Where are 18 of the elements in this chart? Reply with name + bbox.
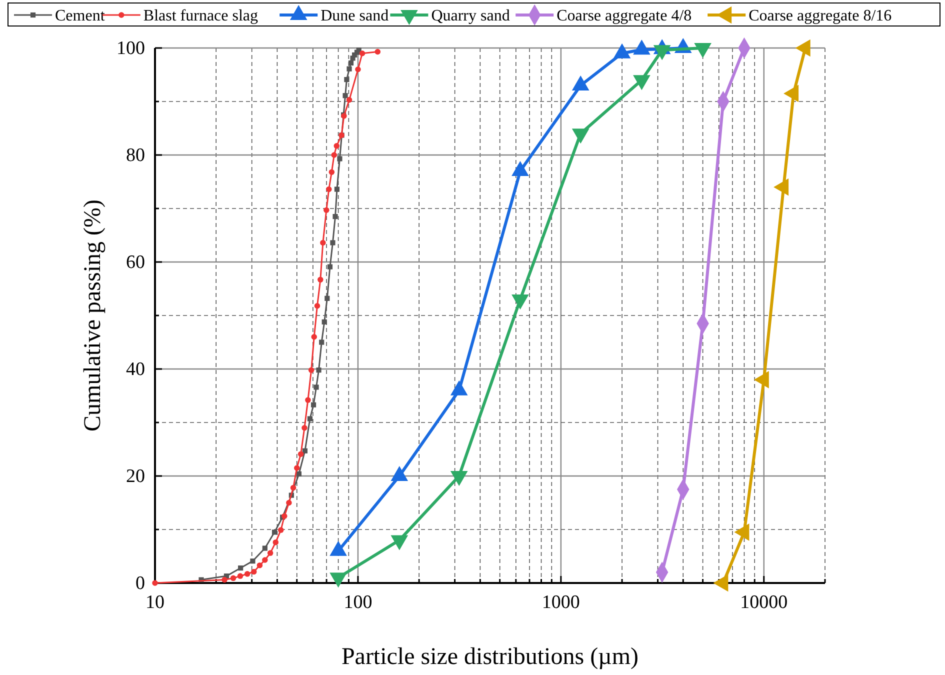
y-tick-label: 80 bbox=[126, 145, 145, 166]
x-tick-label: 10 bbox=[146, 592, 164, 613]
x-tick-label: 10000 bbox=[740, 592, 788, 613]
y-tick-label: 60 bbox=[126, 252, 145, 273]
legend-label: Coarse aggregate 8/16 bbox=[748, 8, 892, 24]
y-axis-title: Cumulative passing (%) bbox=[80, 200, 106, 432]
y-tick-label: 20 bbox=[126, 466, 145, 487]
legend-label: Blast furnace slag bbox=[143, 8, 258, 24]
x-tick-label: 1000 bbox=[542, 592, 580, 613]
x-axis-title: Particle size distributions (µm) bbox=[341, 644, 639, 670]
y-tick-label: 100 bbox=[116, 38, 145, 59]
y-tick-label: 40 bbox=[126, 359, 145, 380]
legend-label: Quarry sand bbox=[431, 8, 510, 24]
y-tick-label: 0 bbox=[136, 573, 145, 594]
x-tick-label: 100 bbox=[344, 592, 372, 613]
legend-label: Dune sand bbox=[320, 8, 389, 24]
legend-label: Cement bbox=[55, 8, 106, 24]
legend-label: Coarse aggregate 4/8 bbox=[556, 8, 692, 24]
